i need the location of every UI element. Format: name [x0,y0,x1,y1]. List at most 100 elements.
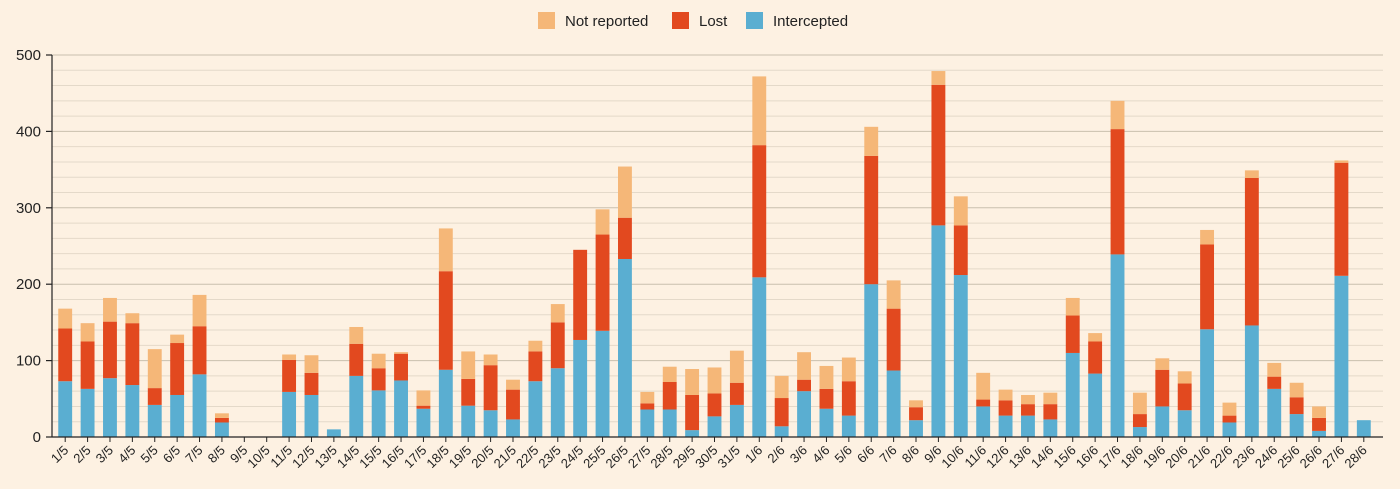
bar-segment-lost [125,323,140,386]
bar-segment-lost [931,84,946,226]
bar-segment-lost [640,403,655,410]
bar-segment-intercepted [841,415,856,437]
bar-segment-intercepted [1334,275,1349,437]
bar-segment-not-reported [1312,406,1326,418]
bar-segment-intercepted [617,258,632,437]
bar-segment-intercepted [147,404,162,437]
x-tick-label: 7/5 [182,443,205,466]
bar-segment-not-reported [103,297,117,322]
bar-segment-intercepted [125,385,140,437]
bar-segment-intercepted [976,406,991,437]
legend-label: Not reported [565,13,648,30]
x-tick-label: 30/5 [692,443,721,472]
x-tick-label: 21/5 [491,443,520,472]
bar-segment-lost [976,399,991,407]
bar-segment-lost [1132,414,1147,428]
bar-segment-lost [170,343,185,395]
bar-segment-not-reported [909,400,923,408]
bar-segment-lost [1043,404,1058,420]
bar-segment-not-reported [1200,229,1215,245]
bar-segment-lost [506,389,520,420]
bar-segment-intercepted [1065,352,1080,437]
bar-segment-intercepted [1043,419,1058,437]
bar-segment-not-reported [1043,392,1058,405]
bar-segment-not-reported [1132,392,1147,415]
bar-segment-intercepted [1021,415,1035,437]
bar-segment-not-reported [998,389,1013,401]
bar-segment-not-reported [797,352,812,380]
y-tick-label: 100 [16,353,41,370]
bar-segment-not-reported [1222,402,1237,416]
bar-segment-not-reported [752,76,767,146]
legend-item-not-reported: Not reported [538,12,648,30]
bar-segment-intercepted [729,404,744,437]
bar-segment-lost [461,378,476,406]
bar-segment-not-reported [192,294,207,327]
bar-segment-intercepted [103,378,117,437]
bar-segment-intercepted [80,388,95,437]
bar-segment-not-reported [1244,170,1259,179]
x-tick-label: 10/6 [938,443,967,472]
x-tick-label: 2/6 [764,443,787,466]
bar-segment-intercepted [864,284,879,437]
bar-segment-intercepted [550,368,565,437]
bar-segment-lost [1177,383,1192,411]
bar-segment-intercepted [394,380,408,437]
bar-segment-not-reported [461,351,476,379]
legend-label: Lost [699,13,728,30]
bar-segment-not-reported [1289,382,1304,398]
x-tick-label: 11/5 [267,443,295,471]
bar-segment-intercepted [797,391,812,437]
bar-segment-not-reported [214,413,229,418]
bar-segment-not-reported [506,379,520,390]
bar-segment-intercepted [573,339,588,437]
legend-swatch [538,12,555,29]
x-tick-label: 27/5 [625,443,654,472]
bar-segment-lost [304,372,319,395]
x-tick-label: 21/6 [1185,443,1214,472]
x-tick-label: 13/6 [1006,443,1035,472]
bar-segment-intercepted [909,420,923,437]
bar-segment-lost [349,343,364,376]
bar-segment-not-reported [282,354,297,360]
bar-segment-lost [819,388,834,409]
bar-segment-not-reported [595,209,610,235]
bar-segment-not-reported [819,365,834,389]
x-tick-label: 4/5 [115,443,138,466]
bar-segment-intercepted [1356,420,1371,437]
bar-segment-lost [1155,369,1170,407]
bar-segment-lost [103,321,117,379]
bar-segment-intercepted [819,408,834,437]
x-tick-label: 20/6 [1162,443,1191,472]
bar-segment-intercepted [595,330,610,437]
bar-segment-not-reported [528,340,543,352]
x-tick-label: 25/6 [1274,443,1303,472]
x-tick-label: 23/6 [1229,443,1258,472]
bar-segment-not-reported [729,350,744,383]
bar-segment-intercepted [326,429,341,437]
x-tick-label: 28/6 [1341,443,1370,472]
x-tick-label: 10/5 [244,443,273,472]
bar-segment-lost [214,417,229,423]
bar-segment-not-reported [1110,100,1125,130]
bar-segment-not-reported [438,228,453,272]
x-tick-label: 17/6 [1095,443,1124,472]
bar-segment-lost [1267,376,1282,389]
bar-segment-not-reported [953,196,968,226]
bar-segment-intercepted [506,419,520,437]
x-tick-label: 15/5 [356,443,385,472]
bar-segment-intercepted [438,369,453,437]
bar-segment-lost [1200,244,1215,330]
bar-segment-not-reported [617,166,632,218]
bar-segment-intercepted [662,409,677,437]
bar-segment-lost [192,326,207,375]
bar-segment-not-reported [774,375,789,399]
legend-item-lost: Lost [672,12,728,30]
y-axis: 0 100 200 300 400 500 [16,47,53,446]
bar-segment-intercepted [1267,388,1282,437]
x-tick-label: 8/5 [205,443,228,466]
x-tick-label: 27/6 [1319,443,1348,472]
bar-segment-not-reported [170,334,185,344]
bar-segment-lost [595,234,610,331]
bar-segment-intercepted [998,415,1013,437]
